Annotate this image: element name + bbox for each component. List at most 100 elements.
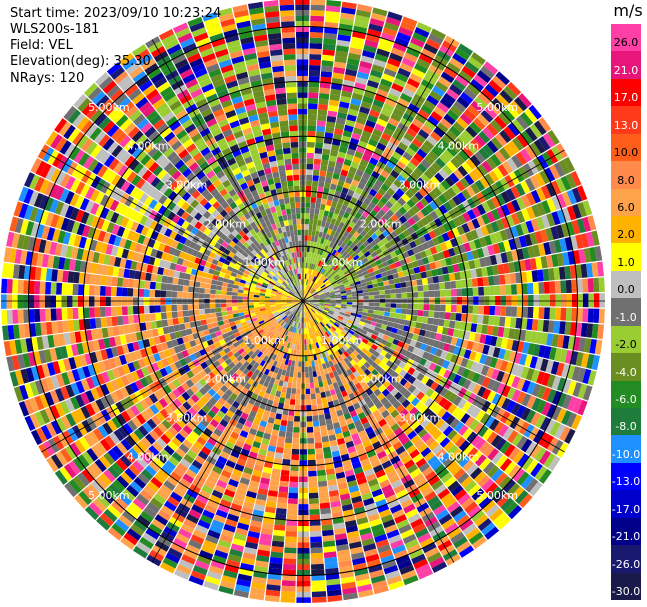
velocity-gate — [176, 462, 188, 473]
velocity-gate — [395, 308, 402, 314]
velocity-gate — [429, 246, 438, 255]
velocity-gate — [418, 265, 426, 273]
velocity-gate — [420, 173, 430, 184]
velocity-gate — [319, 340, 325, 347]
velocity-gate — [346, 297, 353, 300]
velocity-gate — [464, 501, 478, 514]
velocity-gate — [367, 284, 374, 289]
velocity-gate — [534, 465, 548, 481]
velocity-gate — [449, 280, 457, 289]
velocity-gate — [508, 261, 516, 273]
velocity-gate — [425, 470, 437, 482]
velocity-gate — [338, 284, 345, 289]
velocity-gate — [466, 313, 473, 323]
velocity-gate — [422, 310, 429, 317]
velocity-gate — [412, 303, 419, 310]
velocity-gate — [414, 191, 424, 201]
velocity-gate — [311, 365, 317, 372]
velocity-gate — [288, 492, 298, 499]
velocity-gate — [324, 324, 330, 331]
velocity-gate — [280, 475, 290, 482]
velocity-gate — [405, 280, 412, 287]
velocity-gate — [435, 433, 447, 444]
velocity-gate — [466, 447, 479, 460]
velocity-gate — [417, 428, 428, 439]
velocity-gate — [290, 459, 299, 466]
velocity-gate — [455, 409, 466, 421]
velocity-gate — [522, 306, 529, 318]
velocity-gate — [538, 282, 545, 294]
velocity-gate — [348, 52, 361, 61]
velocity-gate — [337, 315, 344, 320]
velocity-gate — [478, 147, 490, 160]
velocity-gate — [319, 296, 325, 299]
velocity-gate — [44, 295, 51, 308]
velocity-gate — [293, 366, 298, 373]
velocity-gate — [532, 157, 544, 172]
velocity-gate — [316, 288, 322, 293]
velocity-gate — [462, 211, 472, 223]
velocity-gate — [491, 451, 504, 465]
velocity-gate — [518, 166, 530, 180]
velocity-gate — [430, 500, 443, 512]
velocity-gate — [295, 0, 310, 5]
velocity-gate — [66, 295, 73, 308]
velocity-gate — [323, 326, 328, 332]
velocity-gate — [329, 495, 341, 503]
velocity-gate — [570, 170, 582, 187]
velocity-gate — [279, 425, 287, 432]
velocity-gate — [325, 176, 332, 184]
velocity-gate — [166, 496, 180, 507]
velocity-gate — [319, 314, 325, 319]
velocity-gate — [447, 403, 457, 415]
velocity-gate — [321, 60, 334, 67]
velocity-gate — [314, 236, 319, 243]
velocity-gate — [405, 189, 415, 199]
velocity-gate — [374, 401, 384, 410]
velocity-gate — [307, 437, 315, 444]
velocity-gate — [355, 187, 363, 195]
velocity-gate — [300, 333, 303, 340]
velocity-gate — [268, 484, 279, 492]
velocity-gate — [289, 481, 299, 488]
velocity-gate — [345, 417, 354, 426]
velocity-gate — [368, 302, 375, 307]
velocity-gate — [378, 285, 385, 291]
velocity-gate — [565, 307, 572, 321]
velocity-gate — [299, 317, 301, 323]
velocity-gate — [351, 132, 361, 141]
velocity-gate — [319, 302, 325, 304]
velocity-gate — [319, 299, 325, 301]
velocity-gate — [418, 329, 426, 337]
velocity-gate — [317, 358, 322, 366]
velocity-gate — [382, 213, 391, 222]
velocity-gate — [560, 294, 567, 307]
velocity-gate — [287, 498, 298, 505]
velocity-gate — [357, 522, 371, 531]
velocity-gate — [449, 464, 462, 476]
velocity-gate — [337, 270, 344, 276]
velocity-gate — [482, 461, 496, 475]
velocity-gate — [359, 222, 367, 230]
velocity-gate — [575, 352, 584, 367]
velocity-gate — [425, 324, 433, 332]
velocity-gate — [401, 399, 411, 409]
velocity-gate — [506, 482, 521, 497]
velocity-gate — [300, 328, 303, 334]
velocity-gate — [336, 253, 343, 260]
velocity-gate — [448, 320, 456, 329]
velocity-gate — [382, 334, 390, 341]
velocity-gate — [309, 213, 315, 220]
velocity-gate — [295, 26, 310, 33]
velocity-gate — [377, 353, 385, 361]
velocity-gate — [366, 316, 373, 321]
velocity-gate — [212, 554, 227, 565]
velocity-gate — [330, 83, 343, 91]
velocity-gate — [392, 509, 405, 519]
velocity-gate — [438, 194, 448, 205]
velocity-gate — [337, 325, 344, 331]
velocity-gate — [323, 137, 333, 145]
velocity-gate — [434, 207, 444, 218]
velocity-gate — [334, 308, 341, 312]
velocity-gate — [365, 264, 373, 270]
